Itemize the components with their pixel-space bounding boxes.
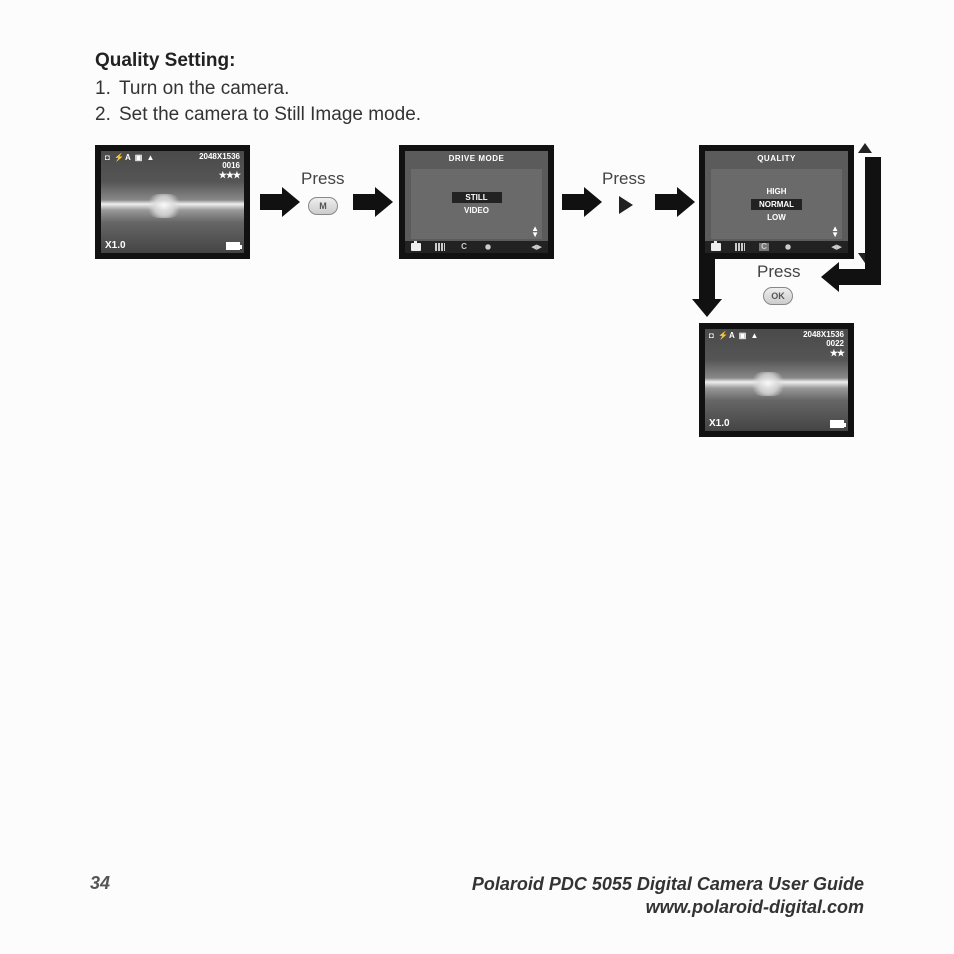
- grid-icon: [735, 243, 745, 251]
- menu-header: QUALITY: [705, 151, 848, 163]
- up-triangle-icon: [858, 143, 872, 153]
- brightness-icon: [483, 243, 493, 251]
- leftright-icon: ◀▶: [831, 243, 842, 251]
- quality-stars: ★★: [803, 349, 844, 359]
- zoom-indicator: X1.0: [709, 418, 730, 429]
- zoom-indicator: X1.0: [105, 240, 126, 251]
- lcd-resolution-info: 2048X1536 0022 ★★: [803, 331, 844, 358]
- page-footer: 34 Polaroid PDC 5055 Digital Camera User…: [90, 873, 864, 918]
- c-icon: C: [459, 243, 469, 251]
- press-label: Press: [301, 169, 344, 189]
- steps-list: 1. Turn on the camera. 2. Set the camera…: [95, 76, 864, 127]
- battery-icon: [830, 420, 844, 428]
- step-text: Set the camera to Still Image mode.: [119, 102, 421, 128]
- brightness-icon: [783, 243, 793, 251]
- flow-connector: [865, 157, 881, 269]
- menu-item-normal: NORMAL: [751, 199, 802, 210]
- section-heading: Quality Setting:: [95, 50, 864, 72]
- menu-footer-icons: C ◀▶: [405, 241, 548, 253]
- camera-icon: [411, 243, 421, 251]
- step-item: 1. Turn on the camera.: [95, 76, 864, 102]
- grid-icon: [435, 243, 445, 251]
- step-number: 1.: [95, 76, 119, 102]
- c-icon: C: [759, 243, 769, 251]
- step-item: 2. Set the camera to Still Image mode.: [95, 102, 864, 128]
- flow-arrow-icon: [655, 194, 677, 210]
- step-text: Turn on the camera.: [119, 76, 289, 102]
- press-label: Press: [602, 169, 645, 189]
- lcd-screen-initial: ◘ ⚡A ▣ ▲ 2048X1536 0016 ★★★ X1.0: [95, 145, 250, 259]
- flow-arrow-icon: [699, 293, 715, 299]
- updown-icon: ▲▼: [531, 226, 539, 237]
- quality-stars: ★★★: [199, 171, 240, 181]
- flow-arrow-icon: [260, 194, 282, 210]
- lcd-status-icons: ◘ ⚡A ▣ ▲: [709, 331, 759, 340]
- menu-header: DRIVE MODE: [405, 151, 548, 163]
- menu-footer-icons: C ◀▶: [705, 241, 848, 253]
- m-button-icon: M: [308, 197, 338, 215]
- menu-item-low: LOW: [752, 212, 802, 223]
- flow-diagram: ◘ ⚡A ▣ ▲ 2048X1536 0016 ★★★ X1.0 Press M…: [95, 145, 864, 445]
- menu-body: STILL VIDEO ▲▼: [411, 169, 542, 239]
- lcd-screen-result: ◘ ⚡A ▣ ▲ 2048X1536 0022 ★★ X1.0: [699, 323, 854, 437]
- guide-url: www.polaroid-digital.com: [90, 896, 864, 919]
- page-number: 34: [90, 873, 110, 894]
- camera-icon: [711, 243, 721, 251]
- menu-item-video: VIDEO: [452, 205, 502, 216]
- flow-arrow-icon: [839, 269, 881, 285]
- ok-button-icon: OK: [763, 287, 793, 305]
- menu-item-still: STILL: [452, 192, 502, 203]
- guide-title-block: Polaroid PDC 5055 Digital Camera User Gu…: [90, 873, 864, 918]
- lcd-screen-drive-mode: DRIVE MODE STILL VIDEO ▲▼ C ◀▶: [399, 145, 554, 259]
- press-label: Press: [757, 262, 800, 282]
- menu-body: HIGH NORMAL LOW ▲▼: [711, 169, 842, 239]
- lcd-resolution-info: 2048X1536 0016 ★★★: [199, 153, 240, 180]
- flow-connector: [699, 257, 715, 293]
- flow-arrow-icon: [353, 194, 375, 210]
- lcd-screen-quality: QUALITY HIGH NORMAL LOW ▲▼ C ◀▶: [699, 145, 854, 259]
- guide-title: Polaroid PDC 5055 Digital Camera User Gu…: [90, 873, 864, 896]
- lcd-status-icons: ◘ ⚡A ▣ ▲: [105, 153, 155, 162]
- menu-item-high: HIGH: [752, 186, 802, 197]
- manual-page: Quality Setting: 1. Turn on the camera. …: [0, 0, 954, 954]
- right-arrow-icon: [619, 196, 633, 214]
- step-number: 2.: [95, 102, 119, 128]
- flow-arrow-icon: [562, 194, 584, 210]
- updown-icon: ▲▼: [831, 226, 839, 237]
- battery-icon: [226, 242, 240, 250]
- leftright-icon: ◀▶: [531, 243, 542, 251]
